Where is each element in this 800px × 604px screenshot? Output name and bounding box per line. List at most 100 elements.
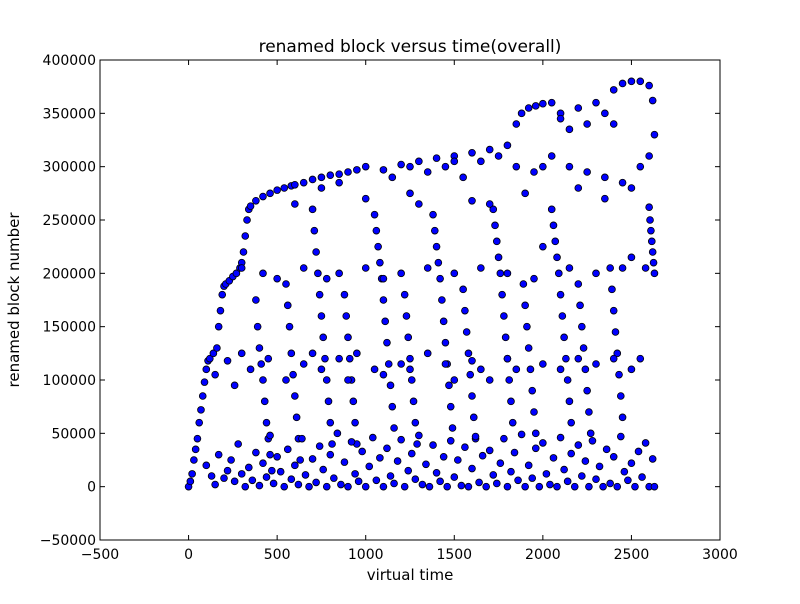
data-point <box>583 168 591 176</box>
data-point <box>592 98 600 107</box>
data-point <box>531 429 540 438</box>
data-point <box>510 448 519 457</box>
data-point <box>326 450 335 459</box>
data-point <box>383 444 391 453</box>
data-point <box>262 418 271 427</box>
data-point <box>570 482 579 491</box>
data-point <box>335 354 343 363</box>
data-point <box>298 434 306 443</box>
data-point <box>609 452 618 461</box>
data-point <box>454 456 462 464</box>
data-point <box>636 77 645 86</box>
data-point <box>376 258 384 267</box>
x-tick-label: 3000 <box>702 547 738 563</box>
data-point <box>539 242 547 251</box>
data-point <box>415 157 423 166</box>
data-point <box>595 462 604 471</box>
data-point <box>477 157 485 166</box>
data-point <box>618 413 627 422</box>
data-point <box>592 475 600 484</box>
data-point <box>556 365 565 374</box>
data-point <box>485 376 494 384</box>
data-point <box>237 264 246 272</box>
data-point <box>397 269 405 278</box>
data-point <box>441 162 450 171</box>
data-point <box>503 141 512 150</box>
data-point <box>335 178 343 187</box>
data-point <box>634 447 643 456</box>
data-point <box>526 365 535 374</box>
data-point <box>379 274 388 283</box>
data-point <box>255 344 264 352</box>
data-point <box>252 296 260 304</box>
data-point <box>461 443 469 452</box>
data-point <box>368 433 377 442</box>
data-point <box>317 173 326 182</box>
data-point <box>388 173 397 182</box>
data-point <box>448 424 457 432</box>
data-point <box>429 441 437 449</box>
data-point <box>209 349 218 358</box>
data-point <box>567 418 575 427</box>
data-point <box>402 312 411 320</box>
data-point <box>574 441 583 449</box>
data-point <box>650 269 659 278</box>
data-point <box>230 381 239 390</box>
data-point <box>344 376 352 384</box>
data-point <box>322 274 331 283</box>
data-point <box>475 478 483 487</box>
plot-frame <box>99 59 721 541</box>
data-point <box>237 470 246 478</box>
data-point <box>340 458 349 466</box>
x-tick-label: 500 <box>264 547 291 563</box>
y-tick-label: 400000 <box>43 53 96 69</box>
data-point <box>349 397 358 406</box>
data-point <box>407 449 416 458</box>
data-point <box>397 435 405 444</box>
data-point <box>198 392 207 400</box>
data-point <box>459 173 467 182</box>
data-point <box>259 459 267 468</box>
data-point <box>351 470 359 478</box>
data-point <box>347 438 356 446</box>
data-point <box>430 226 439 235</box>
data-point <box>498 290 506 299</box>
plot-area <box>100 60 720 540</box>
data-point <box>542 470 551 478</box>
data-point <box>308 175 317 184</box>
data-point <box>500 312 508 320</box>
data-point <box>528 474 537 482</box>
data-point <box>291 200 299 208</box>
data-point <box>601 194 609 203</box>
data-point <box>390 479 398 488</box>
data-point <box>606 264 614 272</box>
data-point <box>372 226 381 235</box>
data-point <box>308 205 317 214</box>
data-point <box>317 312 326 320</box>
data-point <box>601 173 609 182</box>
data-point <box>443 482 452 491</box>
data-point <box>468 392 476 400</box>
data-point <box>647 226 655 235</box>
data-point <box>282 376 290 384</box>
data-point <box>601 109 609 118</box>
data-point <box>547 98 556 107</box>
data-point <box>322 482 331 491</box>
data-point <box>565 125 574 134</box>
data-point <box>485 446 494 455</box>
data-point <box>500 434 508 443</box>
data-point <box>393 457 402 465</box>
data-point <box>471 432 480 441</box>
data-point <box>223 356 232 365</box>
data-point <box>283 301 292 310</box>
data-point <box>648 455 657 463</box>
data-point <box>243 216 251 224</box>
x-tick-label: 2500 <box>614 547 650 563</box>
data-point <box>268 466 276 475</box>
data-point <box>299 360 308 368</box>
data-point <box>317 184 326 192</box>
x-tick-label: −500 <box>81 547 119 563</box>
data-point <box>372 476 381 485</box>
data-point <box>342 312 351 320</box>
